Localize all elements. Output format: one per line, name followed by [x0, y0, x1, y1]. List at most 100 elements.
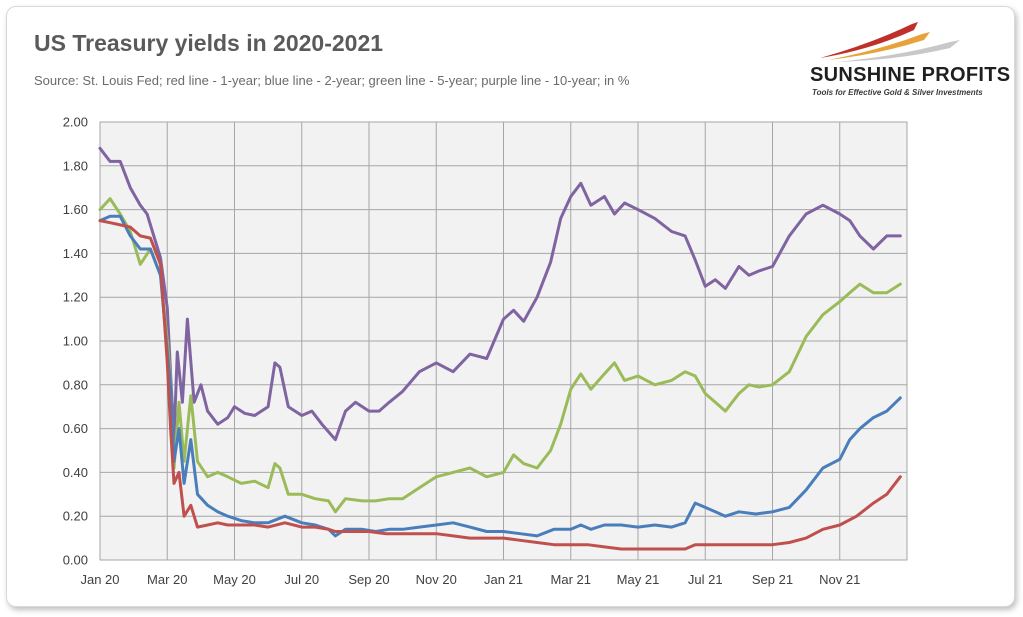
data-point — [206, 409, 209, 413]
data-point — [216, 521, 219, 524]
data-point — [320, 423, 324, 426]
y-tick-label: 1.20 — [63, 290, 88, 305]
data-point — [620, 547, 623, 551]
data-point — [182, 515, 186, 518]
data-point — [754, 512, 757, 516]
y-tick-label: 1.60 — [63, 202, 88, 217]
data-point — [502, 536, 505, 540]
data-point — [196, 460, 199, 463]
data-point — [737, 543, 741, 546]
x-axis-ticks: Jan 20 Mar 20 May 20 Jul 20 Sep 20 Nov 20 Jan … — [80, 572, 860, 587]
data-point — [804, 536, 808, 540]
data-point — [788, 370, 791, 373]
data-point — [603, 523, 606, 527]
data-point — [129, 225, 132, 229]
data-point — [872, 291, 875, 294]
data-point — [653, 383, 656, 386]
data-point — [636, 208, 640, 211]
y-tick-label: 1.00 — [63, 334, 88, 349]
data-point — [502, 317, 505, 321]
data-point — [549, 261, 552, 264]
data-point — [519, 532, 522, 535]
data-point — [885, 234, 888, 238]
data-point — [377, 409, 381, 413]
x-tick-label: May 21 — [617, 572, 660, 587]
data-point — [273, 462, 277, 465]
data-point — [636, 547, 640, 551]
y-tick-label: 0.00 — [63, 553, 88, 568]
data-point — [177, 471, 181, 474]
data-point — [189, 504, 192, 507]
data-point — [189, 394, 192, 397]
data-point — [401, 497, 404, 500]
data-point — [98, 208, 102, 211]
data-point — [485, 530, 488, 533]
data-point — [181, 401, 184, 404]
data-point — [569, 528, 572, 531]
data-point — [502, 471, 505, 474]
x-tick-label: May 20 — [213, 572, 256, 587]
data-point — [899, 475, 902, 478]
x-tick-label: Sep 21 — [752, 572, 793, 587]
series-lines — [98, 146, 902, 551]
x-tick-label: Jul 20 — [284, 572, 319, 587]
chart-subtitle: Source: St. Louis Fed; red line - 1-year… — [34, 73, 630, 88]
data-point — [858, 234, 862, 238]
data-point — [872, 501, 875, 505]
data-point — [388, 401, 391, 404]
data-point — [300, 414, 303, 417]
data-point — [226, 523, 229, 527]
y-axis-ticks: 0.00 0.20 0.40 0.60 0.80 1.00 1.20 1.40 1.60 1.80… — [63, 115, 88, 568]
data-point — [314, 525, 317, 529]
x-tick-label: Nov 20 — [416, 572, 457, 587]
data-point — [586, 543, 589, 546]
data-point — [559, 423, 562, 426]
data-point — [253, 523, 256, 527]
data-point — [278, 466, 282, 470]
data-point — [737, 510, 741, 513]
data-point — [535, 534, 539, 538]
data-point — [670, 525, 673, 529]
data-point — [108, 197, 112, 200]
data-point — [704, 285, 707, 288]
data-point — [451, 471, 455, 474]
data-point — [253, 480, 256, 483]
data-point — [176, 350, 179, 354]
grid — [99, 121, 908, 561]
data-point — [468, 525, 472, 529]
data-point — [683, 521, 687, 524]
data-point — [334, 438, 337, 441]
data-point — [512, 453, 515, 457]
data-point — [192, 401, 196, 404]
data-point — [108, 160, 112, 163]
data-point — [344, 409, 347, 413]
data-point — [714, 510, 717, 513]
x-tick-label: Mar 20 — [147, 572, 187, 587]
data-point — [266, 525, 270, 529]
data-point — [240, 523, 243, 527]
data-point — [334, 530, 337, 533]
data-point — [384, 532, 387, 535]
series-10-year-line — [98, 146, 902, 442]
data-point — [771, 510, 774, 513]
data-point — [186, 317, 189, 321]
data-point — [108, 215, 112, 218]
y-tick-label: 0.40 — [63, 465, 88, 480]
data-point — [189, 438, 192, 441]
x-tick-label: Nov 21 — [819, 572, 860, 587]
data-point — [848, 291, 851, 294]
x-tick-label: Jan 20 — [80, 572, 119, 587]
data-point — [418, 532, 421, 535]
data-point — [283, 515, 287, 518]
data-point — [367, 530, 371, 533]
data-point — [848, 219, 851, 222]
data-point — [240, 482, 243, 485]
data-point — [388, 528, 391, 531]
data-point — [804, 335, 808, 338]
data-point — [512, 309, 515, 312]
data-point — [653, 523, 656, 527]
data-point — [724, 409, 727, 413]
data-point — [899, 396, 902, 400]
data-point — [226, 416, 229, 419]
